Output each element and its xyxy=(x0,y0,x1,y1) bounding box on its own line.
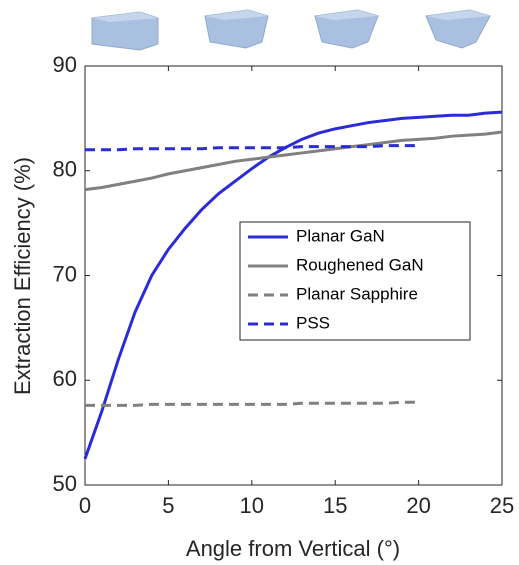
x-tick-label: 10 xyxy=(240,493,264,518)
series-line xyxy=(83,110,503,460)
x-tick-label: 15 xyxy=(323,493,347,518)
y-tick-label: 80 xyxy=(53,157,77,182)
legend-box xyxy=(239,221,471,341)
x-tick-label: 25 xyxy=(490,493,514,518)
y-axis-title: Extraction Efficiency (%) xyxy=(10,157,35,395)
series-line xyxy=(85,144,419,152)
series-line xyxy=(85,400,419,407)
y-tick-label: 60 xyxy=(53,366,77,391)
x-tick-label: 20 xyxy=(406,493,430,518)
y-tick-label: 70 xyxy=(53,261,77,286)
plot-frame xyxy=(84,65,503,486)
prism-icons xyxy=(91,9,491,51)
series-line xyxy=(84,130,503,192)
y-tick-label: 90 xyxy=(53,52,77,77)
legend-label: Planar GaN xyxy=(296,226,385,245)
x-tick-label: 5 xyxy=(162,493,174,518)
y-tick-label: 50 xyxy=(53,471,77,496)
legend-label: PSS xyxy=(296,313,330,332)
legend-label: Roughened GaN xyxy=(296,255,424,274)
x-axis-title: Angle from Vertical (°) xyxy=(186,536,400,561)
x-tick-label: 0 xyxy=(79,493,91,518)
legend-label: Planar Sapphire xyxy=(296,284,418,303)
